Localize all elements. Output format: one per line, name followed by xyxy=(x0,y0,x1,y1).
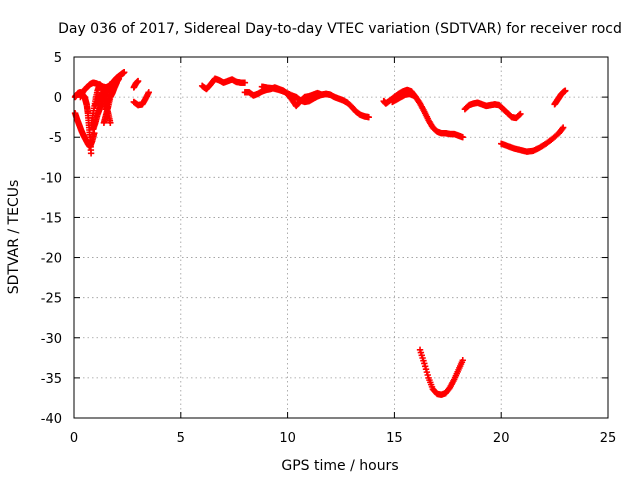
series-arc-10 xyxy=(130,89,152,109)
y-tick-label: -25 xyxy=(41,292,62,307)
series-arc-18 xyxy=(551,87,569,108)
x-tick-label: 10 xyxy=(279,431,296,446)
y-tick-label: -20 xyxy=(41,252,62,267)
series-arc-15 xyxy=(389,90,417,106)
data-point xyxy=(410,92,417,99)
data-point xyxy=(365,113,372,121)
data-point xyxy=(145,89,152,96)
series-arc-11 xyxy=(198,75,249,93)
y-tick-label: 0 xyxy=(54,91,62,106)
data-point xyxy=(459,357,466,364)
y-tick-label: -35 xyxy=(41,372,62,387)
series-arc-19 xyxy=(416,346,466,398)
data-point xyxy=(119,69,127,77)
data-point xyxy=(517,110,524,118)
x-tick-label: 25 xyxy=(600,431,617,446)
data-series xyxy=(71,69,569,398)
y-tick-label: -30 xyxy=(41,332,62,347)
x-tick-labels: 0 5 10 15 20 25 xyxy=(70,431,616,446)
data-point xyxy=(107,119,114,126)
series-arc-13 xyxy=(258,83,372,121)
y-tick-label: -5 xyxy=(49,131,62,146)
data-point xyxy=(559,125,566,132)
data-point xyxy=(115,75,123,82)
y-tick-labels: 5 0 -5 -10 -15 -20 -25 -30 -35 -40 xyxy=(41,51,62,427)
data-point xyxy=(459,134,466,141)
plot-frame xyxy=(73,56,609,419)
series-arc-9 xyxy=(130,77,142,91)
series-arc-17 xyxy=(498,124,567,155)
x-tick-label: 0 xyxy=(70,431,78,446)
data-point xyxy=(516,111,523,118)
data-point xyxy=(87,150,95,157)
chart-title: Day 036 of 2017, Sidereal Day-to-day VTE… xyxy=(58,21,622,37)
data-point xyxy=(134,77,142,85)
series-arc-2 xyxy=(71,109,98,151)
y-axis-label: SDTVAR / TECUs xyxy=(6,180,22,295)
x-tick-label: 20 xyxy=(493,431,510,446)
series-arc-16 xyxy=(461,99,524,122)
x-tick-label: 15 xyxy=(386,431,403,446)
y-tick-label: -10 xyxy=(41,171,62,186)
series-arc-14 xyxy=(380,86,466,141)
grid-lines xyxy=(74,57,608,418)
x-tick-label: 5 xyxy=(177,431,185,446)
y-tick-label: -15 xyxy=(41,211,62,226)
data-point xyxy=(559,124,567,131)
data-point xyxy=(241,79,249,86)
x-axis-label: GPS time / hours xyxy=(281,458,398,474)
series-arc-8 xyxy=(102,75,123,113)
y-tick-label: 5 xyxy=(54,51,62,66)
y-tick-label: -40 xyxy=(41,412,62,427)
data-point xyxy=(562,87,569,94)
